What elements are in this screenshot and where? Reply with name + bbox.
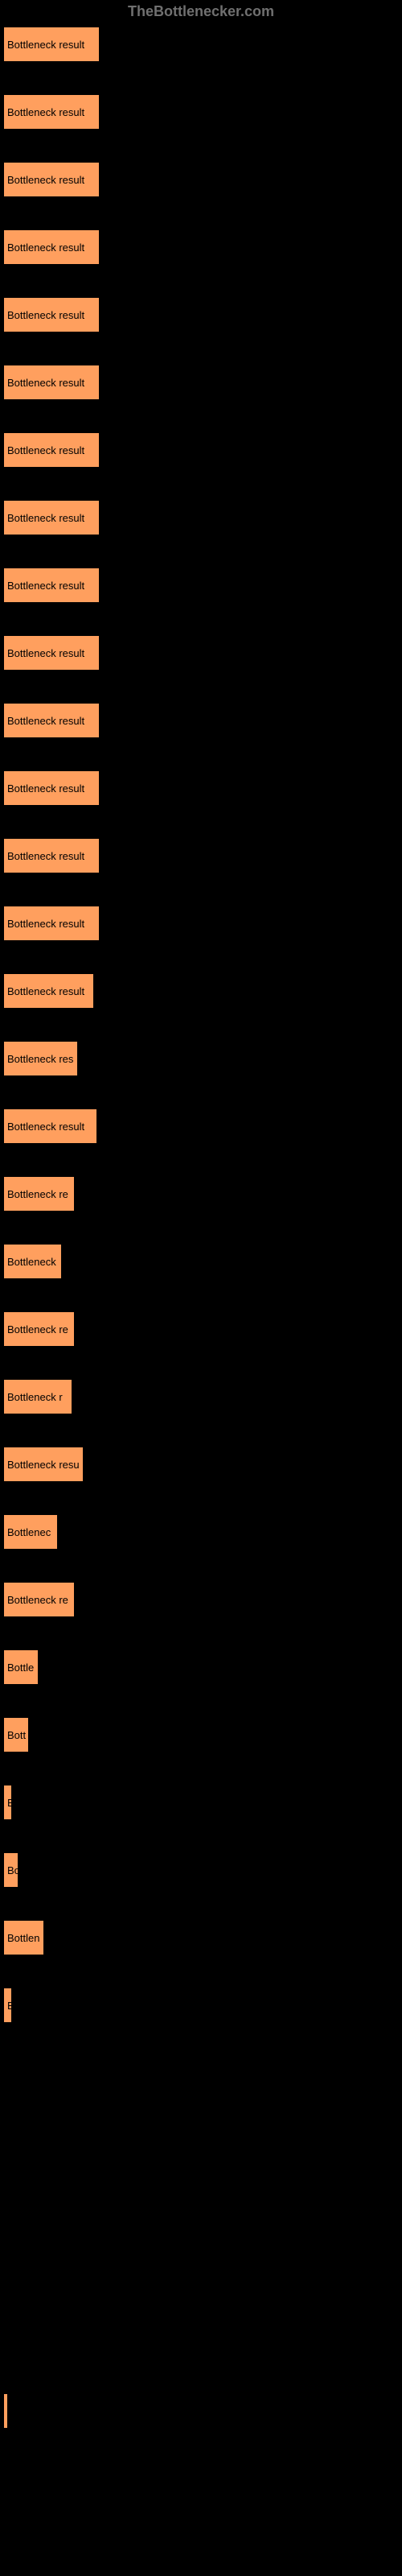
bar-label: Bottleneck result <box>7 309 84 321</box>
bar-row: Bottleneck result <box>3 906 399 941</box>
bar-row: Bottleneck result <box>3 568 399 603</box>
bar-label: B <box>7 1797 12 1809</box>
bar-row: Bottleneck result <box>3 770 399 806</box>
bar-label: Bo <box>7 1864 18 1876</box>
bar-row: Bottleneck result <box>3 500 399 535</box>
header-title: TheBottlenecker.com <box>128 3 274 19</box>
bar-row: Bottleneck result <box>3 297 399 332</box>
bar: Bottleneck result <box>3 838 100 873</box>
bar: Bottleneck <box>3 1244 62 1279</box>
bar: Bottleneck result <box>3 568 100 603</box>
bar-row: Bottleneck result <box>3 1108 399 1144</box>
bar-label: Bottlenec <box>7 1526 51 1538</box>
bar: Bottleneck result <box>3 297 100 332</box>
bar: Bottleneck r <box>3 1379 72 1414</box>
bar-row: Bottleneck re <box>3 1582 399 1617</box>
bar-label: Bottleneck result <box>7 782 84 795</box>
bar: Bottleneck result <box>3 973 94 1009</box>
bar: Bottleneck re <box>3 1582 75 1617</box>
bar-row: Bottleneck result <box>3 94 399 130</box>
bar-label: Bottleneck result <box>7 647 84 659</box>
bar-label: Bottleneck result <box>7 39 84 51</box>
bar-label: Bottleneck re <box>7 1594 68 1606</box>
bar-label: B <box>7 2000 12 2012</box>
bar-row: Bottleneck r <box>3 1379 399 1414</box>
bar: Bottleneck result <box>3 500 100 535</box>
bar-row: Bottleneck <box>3 1244 399 1279</box>
bar-label: Bottleneck result <box>7 1121 84 1133</box>
bar-row: Bottleneck result <box>3 27 399 62</box>
bar: Bottleneck result <box>3 1108 97 1144</box>
bar-label: Bottleneck result <box>7 985 84 997</box>
bar-label: Bottleneck r <box>7 1391 63 1403</box>
bar: Bottleneck re <box>3 1311 75 1347</box>
bar: Bottlen <box>3 1920 44 1955</box>
bar: Bottleneck result <box>3 27 100 62</box>
bar-row: Bottle <box>3 1649 399 1685</box>
bar-label: Bottleneck result <box>7 715 84 727</box>
bar-row: B <box>3 1988 399 2023</box>
bar-label: Bottleneck result <box>7 444 84 456</box>
bar-row: Bott <box>3 1717 399 1752</box>
bar: Bottleneck result <box>3 770 100 806</box>
bar: Bottleneck result <box>3 906 100 941</box>
bar: Bottleneck result <box>3 94 100 130</box>
header: TheBottlenecker.com <box>0 0 402 27</box>
bar-label: Bottleneck resu <box>7 1459 80 1471</box>
bar-row: Bottleneck result <box>3 838 399 873</box>
bar-row: Bottleneck res <box>3 1041 399 1076</box>
bar: Bottlenec <box>3 1514 58 1550</box>
bar-label: Bottleneck result <box>7 512 84 524</box>
bar: Bottleneck result <box>3 635 100 671</box>
bar-row: Bottleneck result <box>3 432 399 468</box>
bar-row: Bottleneck result <box>3 162 399 197</box>
bar-row: Bottlen <box>3 1920 399 1955</box>
bar-label: Bottlen <box>7 1932 39 1944</box>
bar-label: Bottleneck res <box>7 1053 73 1065</box>
bar-row: Bottleneck result <box>3 973 399 1009</box>
bar-row: Bottlenec <box>3 1514 399 1550</box>
bar-label: Bottleneck result <box>7 242 84 254</box>
bar-label: Bottleneck result <box>7 106 84 118</box>
bar: B <box>3 1988 12 2023</box>
bar: Bottleneck result <box>3 365 100 400</box>
bar: Bottleneck re <box>3 1176 75 1212</box>
bar-label: Bottleneck re <box>7 1188 68 1200</box>
bar-label: Bottleneck result <box>7 174 84 186</box>
bar-row: Bottleneck resu <box>3 1447 399 1482</box>
bar: Bott <box>3 1717 29 1752</box>
bar-row: Bo <box>3 1852 399 1888</box>
bar-chart: Bottleneck result Bottleneck result Bottle… <box>0 27 402 2429</box>
bar: Bottle <box>3 1649 39 1685</box>
bar-label: Bottleneck result <box>7 580 84 592</box>
bar-label: Bottle <box>7 1662 34 1674</box>
bar-label: Bottleneck re <box>7 1323 68 1335</box>
bar: Bottleneck result <box>3 229 100 265</box>
bar-label: Bottleneck result <box>7 377 84 389</box>
bar-row: Bottleneck re <box>3 1176 399 1212</box>
axis-spacer <box>3 2055 399 2393</box>
bar-row: Bottleneck result <box>3 703 399 738</box>
bar: Bottleneck result <box>3 432 100 468</box>
bar-label: Bottleneck result <box>7 850 84 862</box>
bar: Bo <box>3 1852 18 1888</box>
bar-row: Bottleneck re <box>3 1311 399 1347</box>
bar-row <box>3 2393 399 2429</box>
bar-row: Bottleneck result <box>3 635 399 671</box>
bar: Bottleneck result <box>3 703 100 738</box>
bar-row: Bottleneck result <box>3 229 399 265</box>
bar-row: B <box>3 1785 399 1820</box>
bar-label: Bott <box>7 1729 26 1741</box>
bar: Bottleneck res <box>3 1041 78 1076</box>
bar: B <box>3 1785 12 1820</box>
bar-label: Bottleneck <box>7 1256 56 1268</box>
bar <box>3 2393 8 2429</box>
bar: Bottleneck resu <box>3 1447 84 1482</box>
bar: Bottleneck result <box>3 162 100 197</box>
bar-row: Bottleneck result <box>3 365 399 400</box>
bar-label: Bottleneck result <box>7 918 84 930</box>
